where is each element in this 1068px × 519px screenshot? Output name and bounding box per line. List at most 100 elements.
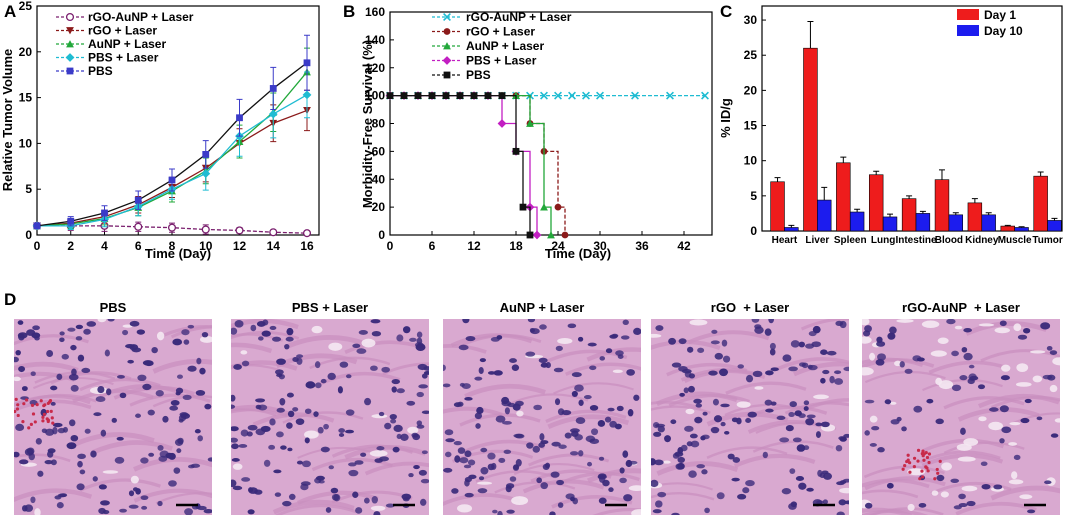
tissue-fiber xyxy=(296,490,379,505)
cell-nucleus xyxy=(348,469,359,477)
chart-c-ytick-label: 25 xyxy=(744,48,758,62)
cell-nucleus xyxy=(170,400,180,406)
cell-nucleus xyxy=(654,459,664,466)
cell-nucleus xyxy=(261,330,271,337)
category-label-c: Lung xyxy=(871,235,895,246)
cell-nucleus xyxy=(77,354,85,362)
cell-nucleus xyxy=(67,327,76,332)
bar-error-c xyxy=(873,170,880,175)
cell-nucleus xyxy=(1013,454,1021,460)
cell-nucleus xyxy=(17,332,28,339)
bar-error-c xyxy=(1037,171,1044,177)
cell-nucleus xyxy=(959,375,968,381)
cell-nucleus xyxy=(655,325,664,331)
data-point-a xyxy=(303,59,311,67)
tissue-fiber xyxy=(231,363,283,373)
cell-nucleus xyxy=(864,399,875,404)
chart-c-ytick-label: 5 xyxy=(750,189,757,203)
chart-c-ytick-label: 0 xyxy=(750,224,757,238)
chart-a-ytick-label: 5 xyxy=(25,182,32,196)
cell-nucleus xyxy=(574,434,583,441)
cell-nucleus xyxy=(328,465,335,470)
chart-c-ytick-label: 20 xyxy=(744,83,758,97)
tissue-space xyxy=(889,401,897,405)
data-point-b xyxy=(512,147,520,155)
red-blood-cell xyxy=(45,409,50,414)
tissue-fiber xyxy=(990,485,1060,501)
cell-nucleus xyxy=(50,459,57,466)
red-blood-cell xyxy=(45,417,49,421)
cell-nucleus xyxy=(122,329,129,336)
cell-nucleus xyxy=(620,335,630,340)
cell-nucleus xyxy=(622,319,629,326)
red-blood-cell xyxy=(48,399,53,403)
legend-marker-b xyxy=(443,71,451,79)
cell-nucleus xyxy=(465,335,476,342)
panel-letter-c: C xyxy=(720,2,732,21)
cell-nucleus xyxy=(993,484,1003,490)
cell-nucleus xyxy=(598,497,607,504)
tissue-space xyxy=(957,456,976,462)
cell-nucleus xyxy=(999,405,1009,413)
cell-nucleus xyxy=(540,482,548,490)
cell-nucleus xyxy=(204,403,212,410)
red-blood-cell xyxy=(921,475,925,479)
legend-marker-b xyxy=(443,28,451,35)
legend-swatch-c xyxy=(957,25,979,36)
red-blood-cell xyxy=(924,465,928,469)
cell-nucleus xyxy=(184,508,194,515)
cell-nucleus xyxy=(539,324,547,330)
cell-nucleus xyxy=(1050,433,1059,438)
data-point-b xyxy=(561,231,569,239)
histology-image-1 xyxy=(231,319,429,515)
cell-nucleus xyxy=(877,447,885,453)
red-blood-cell xyxy=(925,455,930,460)
cell-nucleus xyxy=(742,487,750,494)
cell-nucleus xyxy=(686,441,693,447)
histology-panel: PBS PBS + Laser AuNP + Laser rGO + Laser… xyxy=(14,300,1060,515)
cell-nucleus xyxy=(240,429,249,437)
cell-nucleus xyxy=(689,433,698,439)
cell-nucleus xyxy=(402,497,410,502)
cell-nucleus xyxy=(796,444,806,452)
cell-nucleus xyxy=(44,459,53,465)
cell-nucleus xyxy=(710,340,720,345)
cell-nucleus xyxy=(570,496,576,502)
cell-nucleus xyxy=(578,450,584,457)
cell-nucleus xyxy=(93,412,102,417)
red-blood-cell xyxy=(906,458,910,462)
cell-nucleus xyxy=(798,413,806,419)
cell-nucleus xyxy=(700,435,706,441)
cell-nucleus xyxy=(21,386,28,392)
bar-day-10 xyxy=(882,216,898,232)
cell-nucleus xyxy=(551,441,561,447)
cell-nucleus xyxy=(330,487,339,494)
tissue-space xyxy=(1032,375,1043,383)
cell-nucleus xyxy=(695,403,703,408)
chart-a-ylabel: Relative Tumor Volume xyxy=(0,49,15,192)
cell-nucleus xyxy=(769,342,776,350)
cell-nucleus xyxy=(458,344,469,351)
cell-nucleus xyxy=(246,431,253,437)
tissue-space xyxy=(931,490,939,496)
cell-nucleus xyxy=(788,366,798,372)
tissue-fiber xyxy=(152,358,212,374)
cell-nucleus xyxy=(737,364,745,369)
tissue-fiber xyxy=(586,347,641,362)
cell-nucleus xyxy=(339,361,349,368)
tissue-fiber xyxy=(862,358,935,369)
legend-marker-a xyxy=(65,12,75,22)
cell-nucleus xyxy=(953,505,962,510)
cell-nucleus xyxy=(779,437,790,443)
cell-nucleus xyxy=(104,349,110,357)
cell-nucleus xyxy=(287,410,295,418)
cell-nucleus xyxy=(183,339,190,345)
cell-nucleus xyxy=(487,371,496,375)
data-point-b xyxy=(386,92,394,100)
chart-b-xtick-label: 0 xyxy=(387,239,394,253)
cell-nucleus xyxy=(411,432,419,438)
cell-nucleus xyxy=(396,433,402,440)
series-line-a-1 xyxy=(36,109,308,227)
cell-nucleus xyxy=(577,336,584,342)
tissue-space xyxy=(978,323,995,327)
